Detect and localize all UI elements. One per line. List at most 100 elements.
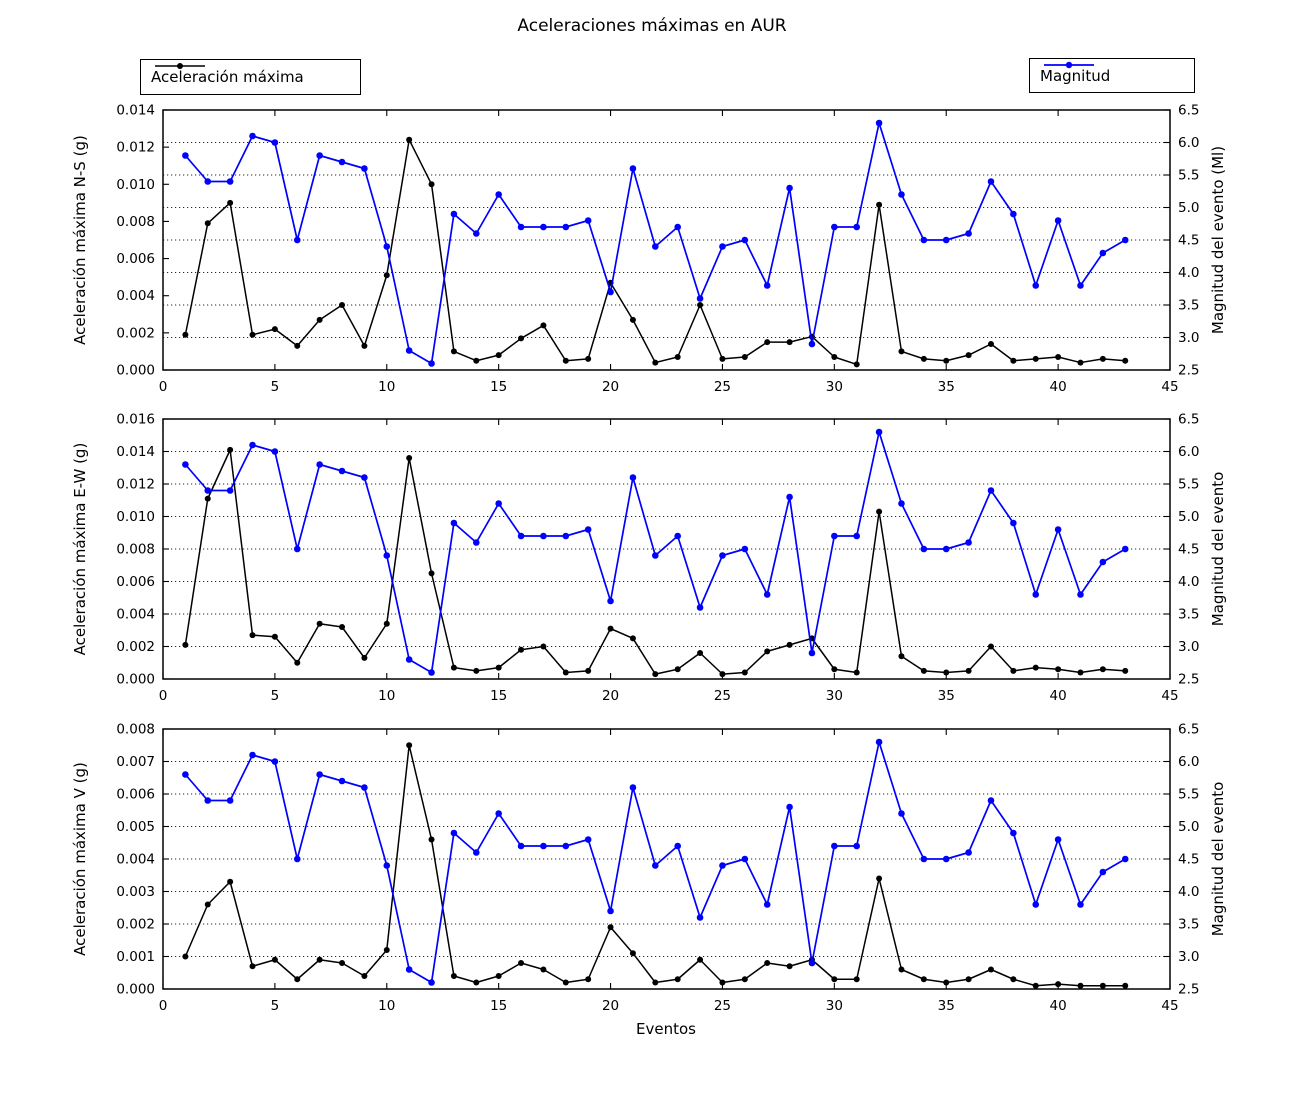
- svg-text:0.005: 0.005: [116, 819, 155, 835]
- svg-text:10: 10: [378, 688, 395, 704]
- series-magnitud: [182, 428, 1129, 676]
- axis-ticks: [162, 109, 1171, 371]
- svg-text:4.0: 4.0: [1178, 265, 1199, 281]
- svg-text:40: 40: [1050, 688, 1067, 704]
- svg-text:15: 15: [490, 998, 507, 1014]
- svg-text:0.014: 0.014: [116, 444, 155, 460]
- svg-text:0.000: 0.000: [116, 363, 155, 379]
- svg-text:0.008: 0.008: [116, 722, 155, 738]
- svg-text:3.0: 3.0: [1178, 949, 1199, 965]
- svg-text:40: 40: [1050, 379, 1067, 395]
- svg-text:2.5: 2.5: [1178, 672, 1199, 688]
- svg-text:4.5: 4.5: [1178, 542, 1199, 558]
- ylabel-right-v: Magnitud del evento: [1209, 781, 1227, 937]
- svg-text:0.008: 0.008: [116, 214, 155, 230]
- svg-text:35: 35: [938, 998, 955, 1014]
- legend-label-magnitud: Magnitud: [1040, 66, 1111, 85]
- plot-border: [162, 728, 1171, 990]
- svg-text:0.012: 0.012: [116, 477, 155, 493]
- svg-text:3.0: 3.0: [1178, 330, 1199, 346]
- svg-text:4.0: 4.0: [1178, 574, 1199, 590]
- series-aceleraci-n-m-xima: [182, 446, 1129, 678]
- series-aceleraci-n-m-xima: [182, 136, 1129, 368]
- legend-label-aceleracion: Aceleración máxima: [151, 68, 304, 86]
- ylabel-left-v: Aceleración máxima V (g): [71, 762, 89, 956]
- axis-ticks: [162, 728, 1171, 990]
- svg-text:10: 10: [378, 379, 395, 395]
- svg-text:0.002: 0.002: [116, 639, 155, 655]
- svg-text:0.010: 0.010: [116, 177, 155, 193]
- svg-text:0.010: 0.010: [116, 509, 155, 525]
- ylabel-left-ns: Aceleración máxima N-S (g): [71, 135, 89, 345]
- svg-text:20: 20: [602, 688, 619, 704]
- svg-text:10: 10: [378, 998, 395, 1014]
- ylabel-left-ew: Aceleración máxima E-W (g): [71, 442, 89, 656]
- svg-text:0.003: 0.003: [116, 884, 155, 900]
- ylabel-right-ns: Magnitud del evento (Ml): [1209, 145, 1227, 335]
- svg-text:0.000: 0.000: [116, 982, 155, 998]
- svg-text:6.5: 6.5: [1178, 412, 1199, 428]
- svg-text:0.002: 0.002: [116, 325, 155, 341]
- tick-labels: 0 5 10 15 20 25 30 35 40 45 0.000 0.002 0.004 0.006 0.…: [116, 103, 1199, 396]
- svg-text:0.004: 0.004: [116, 288, 155, 304]
- chart-title: Aceleraciones máximas en AUR: [517, 16, 787, 36]
- svg-text:5.0: 5.0: [1178, 819, 1199, 835]
- svg-text:4.5: 4.5: [1178, 852, 1199, 868]
- svg-text:45: 45: [1161, 998, 1178, 1014]
- svg-text:6.0: 6.0: [1178, 135, 1199, 151]
- gridlines: [163, 451, 1170, 647]
- svg-text:0: 0: [159, 379, 168, 395]
- svg-text:0: 0: [159, 998, 168, 1014]
- svg-text:0.004: 0.004: [116, 852, 155, 868]
- svg-text:45: 45: [1161, 379, 1178, 395]
- svg-text:2.5: 2.5: [1178, 363, 1199, 379]
- svg-text:3.0: 3.0: [1178, 639, 1199, 655]
- svg-text:0.007: 0.007: [116, 754, 155, 770]
- svg-text:0.002: 0.002: [116, 917, 155, 933]
- svg-text:4.5: 4.5: [1178, 233, 1199, 249]
- subplot-N-S: 0 5 10 15 20 25 30 35 40 45 0.000 0.002 0.004 0.006 0.…: [116, 103, 1199, 396]
- legend-aceleracion-maxima: Aceleración máxima: [140, 59, 361, 95]
- svg-text:6.0: 6.0: [1178, 754, 1199, 770]
- xlabel-eventos: Eventos: [636, 1020, 696, 1038]
- plot-border: [162, 109, 1171, 371]
- svg-text:30: 30: [826, 688, 843, 704]
- svg-text:5: 5: [271, 379, 280, 395]
- series-magnitud: [182, 119, 1129, 367]
- svg-text:0: 0: [159, 688, 168, 704]
- subplot-E-W: 0 5 10 15 20 25 30 35 40 45 0.000 0.002 0.004 0.006 0.…: [116, 412, 1199, 705]
- subplot-V: 0 5 10 15 20 25 30 35 40 45 0.000 0.001 0.002 0.003 0.…: [116, 722, 1199, 1015]
- svg-text:0.006: 0.006: [116, 574, 155, 590]
- line-marker-swatch-black: [155, 63, 205, 69]
- svg-text:4.0: 4.0: [1178, 884, 1199, 900]
- tick-labels: 0 5 10 15 20 25 30 35 40 45 0.000 0.002 0.004 0.006 0.…: [116, 412, 1199, 705]
- svg-text:2.5: 2.5: [1178, 982, 1199, 998]
- svg-text:15: 15: [490, 688, 507, 704]
- tick-labels: 0 5 10 15 20 25 30 35 40 45 0.000 0.001 0.002 0.003 0.…: [116, 722, 1199, 1015]
- svg-text:0.006: 0.006: [116, 787, 155, 803]
- svg-text:15: 15: [490, 379, 507, 395]
- svg-text:5.5: 5.5: [1178, 477, 1199, 493]
- svg-text:0.012: 0.012: [116, 140, 155, 156]
- line-marker-swatch-blue: [1044, 61, 1094, 69]
- series-magnitud: [182, 738, 1129, 986]
- series-aceleraci-n-m-xima: [182, 742, 1129, 989]
- svg-text:5.5: 5.5: [1178, 787, 1199, 803]
- svg-text:20: 20: [602, 998, 619, 1014]
- axis-ticks: [162, 418, 1171, 680]
- svg-text:5: 5: [271, 688, 280, 704]
- svg-text:40: 40: [1050, 998, 1067, 1014]
- svg-text:25: 25: [714, 688, 731, 704]
- svg-text:3.5: 3.5: [1178, 298, 1199, 314]
- svg-text:30: 30: [826, 379, 843, 395]
- svg-text:0.004: 0.004: [116, 607, 155, 623]
- svg-text:20: 20: [602, 379, 619, 395]
- svg-text:0.014: 0.014: [116, 103, 155, 119]
- svg-text:35: 35: [938, 688, 955, 704]
- svg-text:0.000: 0.000: [116, 672, 155, 688]
- legend-magnitud: Magnitud: [1029, 58, 1195, 93]
- svg-text:3.5: 3.5: [1178, 917, 1199, 933]
- svg-text:5.5: 5.5: [1178, 168, 1199, 184]
